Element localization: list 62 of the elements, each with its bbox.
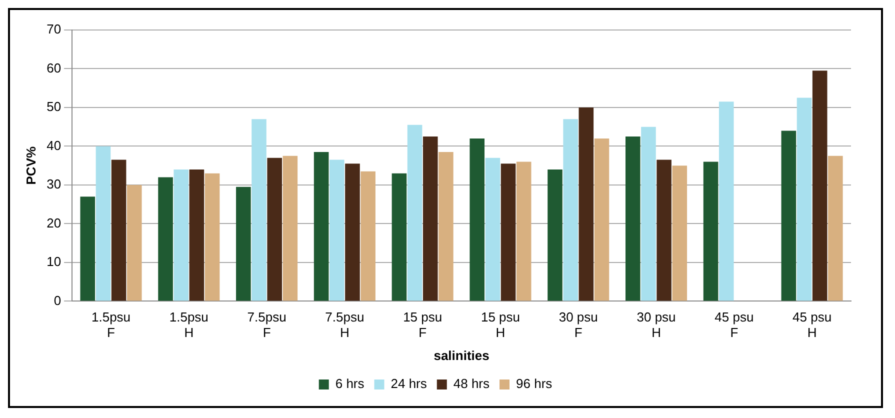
bar bbox=[422, 136, 438, 301]
bar bbox=[438, 152, 454, 301]
x-tick-label: 7.5psu H bbox=[325, 310, 364, 340]
bar bbox=[392, 173, 407, 301]
x-tick-label: 45 psu H bbox=[792, 310, 832, 340]
x-tick-label: 30 psu H bbox=[636, 310, 676, 340]
legend-label: 48 hrs bbox=[453, 376, 490, 392]
bar bbox=[204, 173, 220, 301]
bar bbox=[189, 169, 204, 301]
bar bbox=[96, 146, 111, 301]
x-tick-label: 45 psu F bbox=[714, 310, 754, 340]
x-tick-label: 7.5psu F bbox=[247, 310, 286, 340]
y-tick-label: 70 bbox=[46, 22, 62, 37]
bar bbox=[470, 138, 485, 301]
bar bbox=[672, 166, 688, 301]
bar bbox=[282, 156, 298, 301]
bar bbox=[781, 130, 796, 301]
bar bbox=[360, 171, 376, 301]
bar bbox=[500, 164, 516, 301]
x-axis-title: salinities bbox=[434, 348, 490, 363]
bar bbox=[548, 169, 562, 301]
bar bbox=[578, 107, 594, 301]
x-tick-label: 15 psu H bbox=[480, 310, 520, 340]
bar bbox=[407, 124, 422, 301]
y-tick-label: 30 bbox=[46, 176, 62, 192]
bar bbox=[625, 136, 640, 301]
bar bbox=[828, 156, 843, 301]
bar bbox=[563, 119, 578, 301]
x-tick-label: 15 psu F bbox=[403, 310, 442, 340]
bar bbox=[252, 119, 266, 301]
bar bbox=[594, 138, 610, 301]
bar bbox=[703, 162, 718, 301]
bar bbox=[330, 160, 344, 301]
bar bbox=[267, 158, 282, 301]
bar bbox=[174, 169, 189, 301]
y-tick-label: 60 bbox=[46, 60, 62, 76]
x-tick-label: 1.5psu F bbox=[91, 310, 131, 340]
bar bbox=[80, 196, 96, 301]
y-tick-label: 20 bbox=[46, 215, 62, 230]
bar bbox=[126, 184, 142, 301]
bar bbox=[796, 98, 812, 301]
x-tick-label: 30 psu F bbox=[558, 310, 598, 340]
bar bbox=[718, 102, 734, 301]
bar bbox=[516, 162, 532, 301]
bar bbox=[812, 70, 828, 301]
bar bbox=[314, 152, 329, 301]
legend-label: 96 hrs bbox=[516, 376, 553, 392]
x-tick-label: 1.5psu H bbox=[169, 310, 208, 340]
bar bbox=[158, 177, 173, 301]
y-tick-label: 40 bbox=[46, 138, 62, 153]
y-tick-label: 50 bbox=[46, 99, 62, 114]
bar bbox=[656, 160, 672, 301]
legend-label: 24 hrs bbox=[390, 376, 428, 392]
bar bbox=[485, 158, 500, 301]
bar bbox=[345, 164, 360, 301]
y-axis-title: PCV% bbox=[23, 146, 38, 185]
bar bbox=[236, 186, 251, 301]
legend-label: 6 hrs bbox=[335, 376, 365, 392]
y-tick-label: 10 bbox=[46, 254, 62, 270]
bar bbox=[641, 126, 656, 301]
bar bbox=[111, 160, 126, 301]
y-tick-label: 0 bbox=[54, 292, 62, 308]
